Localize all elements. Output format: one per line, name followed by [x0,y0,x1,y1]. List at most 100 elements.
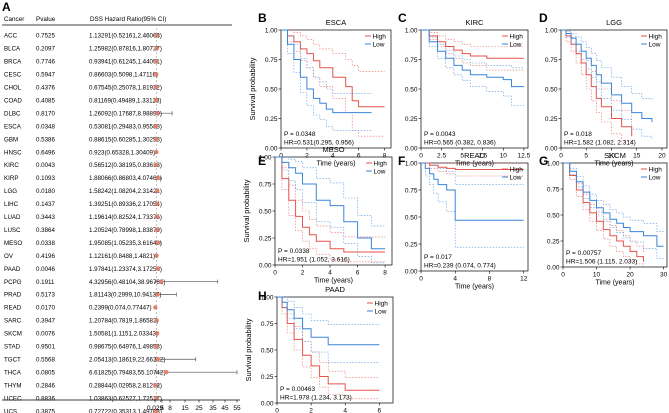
table-cell-cancer: MESO [4,240,22,247]
table-cell-hazard-ratio: 0.81169(0.49489,1.33128) [89,97,161,104]
x-tick-label: 4 [343,408,347,413]
y-tick-label: 0.75 [259,181,272,188]
km-curve-low [421,29,524,88]
forest-point [153,162,158,168]
forest-x-tick-label: 5 [160,405,164,412]
table-cell-cancer: CHOL [4,85,22,92]
x-tick-label: 5 [460,153,464,160]
p-value-annotation: P = 0.00757 [566,250,602,257]
km-curve-high [421,29,524,59]
table-cell-pvalue: 0.0046 [36,266,55,273]
table-cell-hazard-ratio: 2.05413(0.18619,22.66222) [89,356,165,363]
y-tick-label: 1.00 [259,154,272,161]
panel-title: SKCM [604,151,626,160]
panel-title: MESO [322,145,344,154]
y-tick-label: 0.00 [261,400,274,407]
table-cell-hazard-ratio: 0.98675(0.64976,1.49853) [89,344,162,351]
y-tick-label: 0.50 [547,212,560,219]
table-cell-cancer: PAAD [4,266,21,273]
table-cell-pvalue: 0.8170 [36,110,55,117]
x-tick-label: 0 [273,270,277,277]
km-ci-lower-high [421,162,524,177]
table-cell-hazard-ratio: 1.25982(0.87816,1.80737) [89,46,162,53]
y-tick-label: 0.75 [405,187,418,194]
y-tick-label: 0.00 [545,145,558,152]
x-tick-label: 10 [593,272,601,279]
table-cell-pvalue: 0.0170 [36,305,55,312]
forest-point [154,188,160,194]
forest-point [155,292,160,297]
table-cell-pvalue: 0.0076 [36,331,55,338]
y-tick-label: 0.75 [545,57,558,64]
km-curve-low [421,162,524,221]
hazard-ratio-annotation: HR=0.531(0.295, 0.956) [284,140,354,147]
panel-letter-e: E [258,154,266,168]
y-tick-label: 0.50 [265,86,278,93]
y-axis-label: Survival probability [242,179,251,242]
y-tick-label: 0.75 [261,321,274,328]
panel-title: PAAD [325,285,345,294]
x-tick-label: 0 [275,408,279,413]
y-tick-label: 1.00 [261,294,274,301]
forest-x-tick-label: 0.029 [147,405,164,412]
table-cell-pvalue: 0.0043 [36,162,55,169]
table-header: Pvalue [36,16,56,23]
table-cell-cancer: LGG [4,188,17,195]
y-tick-label: 0.00 [259,262,272,269]
table-cell-pvalue: 0.1911 [36,279,55,286]
table-cell-cancer: THYM [4,382,22,389]
forest-point [154,253,159,258]
y-tick-label: 0.25 [261,374,274,381]
table-cell-cancer: HNSC [4,149,22,156]
x-tick-label: 2 [309,408,313,413]
km-ci-lower-high [561,29,632,146]
table-cell-hazard-ratio: 1.58242(1.08204,2.31421) [89,188,162,195]
x-tick-label: 6 [357,153,361,160]
table-cell-cancer: ACC [4,33,18,40]
km-ci-lower-low [277,296,380,363]
x-tick-label: 4 [453,276,457,283]
y-tick-label: 0.75 [405,57,418,64]
forest-point [154,331,160,336]
table-cell-hazard-ratio: 1.81143(0.2999,10.94135) [89,292,161,299]
table-cell-cancer: ESCA [4,123,22,130]
p-value-annotation: P = 0.018 [564,131,592,138]
table-cell-hazard-ratio: 1.13291(0.52161,2.46063) [89,33,162,40]
table-cell-cancer: STAD [4,344,21,351]
x-tick-label: 12 [520,276,528,283]
km-curve-low [275,156,386,250]
km-ci-upper-high [281,29,385,72]
table-cell-pvalue: 0.3864 [36,227,55,234]
y-tick-label: 0.75 [547,186,560,193]
x-tick-label: 20 [658,153,666,160]
panel-letter-g: G [539,154,548,168]
x-tick-label: 6 [356,270,360,277]
km-ci-lower-high [281,29,385,137]
forest-point [154,201,160,207]
km-curve-high [563,162,644,262]
y-tick-label: 1.00 [405,27,418,34]
x-axis-label: Time (years) [595,280,634,287]
legend-label: High [510,167,524,174]
x-tick-label: 15 [633,153,641,160]
x-tick-label: 7.5 [478,153,487,160]
table-cell-cancer: PCPG [4,279,22,286]
table-cell-pvalue: 0.8836 [36,395,55,402]
table-cell-cancer: LUSC [4,227,21,234]
table-cell-hazard-ratio: 0.93941(0.61245,1.44091) [89,59,162,66]
table-cell-cancer: COAD [4,97,22,104]
y-tick-label: 0.25 [405,241,418,248]
y-tick-label: 0.25 [405,116,418,123]
legend-label: High [375,301,389,308]
forest-point [153,72,159,77]
table-cell-cancer: CESC [4,72,22,79]
table-cell-cancer: SARC [4,318,22,325]
forest-point [164,370,169,375]
p-value-annotation: P = 0.00463 [280,386,316,393]
y-tick-label: 0.25 [547,238,560,245]
forest-x-tick-label: 8 [168,405,172,412]
panel-letter-b: B [258,11,267,25]
km-curve-low [281,29,372,114]
table-header: DSS Hazard Ratio(95% CI) [90,16,166,23]
hazard-ratio-annotation: HR=0.565 (0.382, 0.836) [424,140,496,147]
